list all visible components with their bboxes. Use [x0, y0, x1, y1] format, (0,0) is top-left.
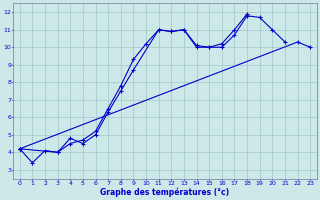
X-axis label: Graphe des températures (°c): Graphe des températures (°c)	[100, 187, 229, 197]
